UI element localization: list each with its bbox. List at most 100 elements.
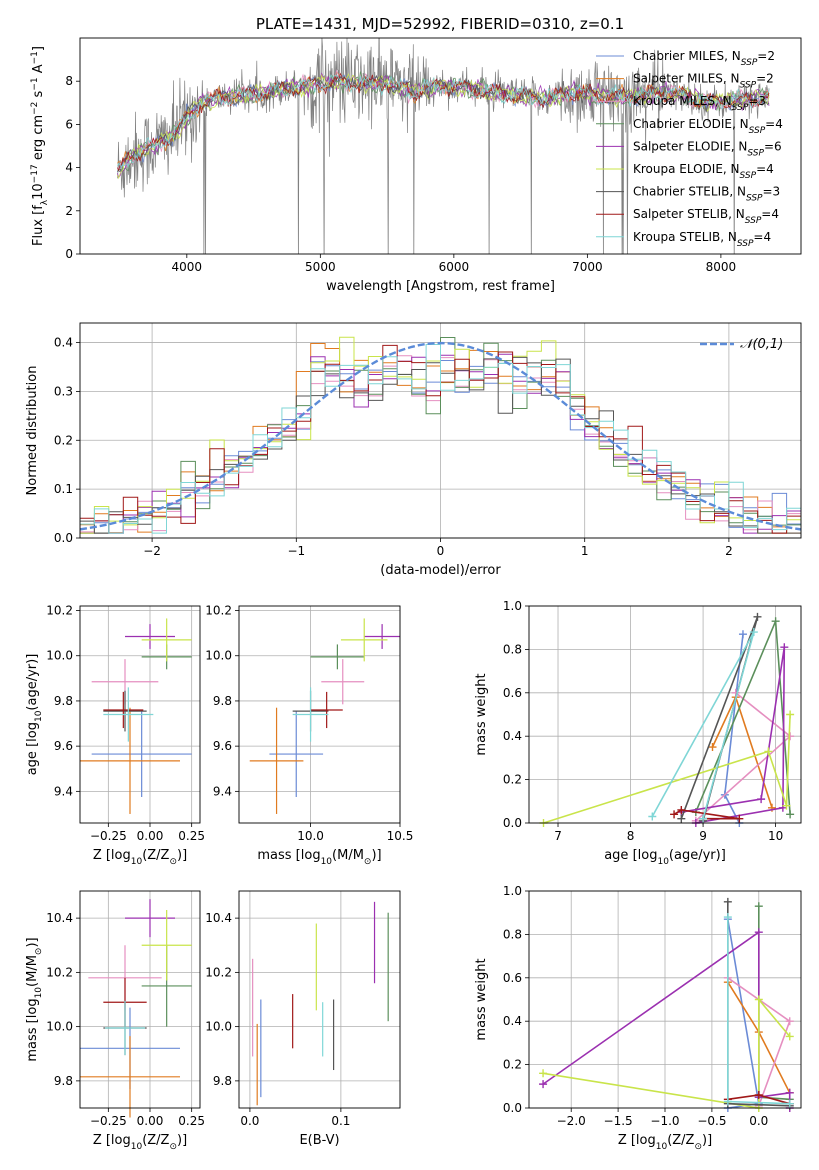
mass-weight-point-marker — [764, 747, 773, 756]
model-spectrum-line — [117, 74, 770, 173]
spectrum-panel: 4000 5000 6000 7000 8000 0 2 4 6 8 wavelength [Ang… — [30, 37, 802, 294]
x-axis-label: wavelength [Angstrom, rest frame] — [326, 279, 555, 294]
y-tick-label: 9.8 — [54, 694, 73, 708]
x-axis-label: age [log10(age/yr)] — [604, 848, 726, 867]
mass-weight-point-marker — [754, 902, 763, 911]
x-tick-label: −0.25 — [90, 829, 127, 843]
y-axis-label: mass weight — [474, 958, 489, 1040]
mass-weight-point-marker — [539, 1080, 548, 1089]
axes-frame — [79, 37, 802, 255]
x-tick-label: 6000 — [439, 260, 470, 274]
axes-frame — [528, 605, 802, 824]
x-tick-label: 0.1 — [331, 1114, 350, 1128]
axes-frame — [528, 890, 802, 1109]
model-spectrum-line — [117, 72, 770, 172]
y-tick-label: 0.2 — [503, 773, 522, 787]
y-tick-label: 9.8 — [213, 694, 232, 708]
mass-weight-point-marker — [785, 1088, 794, 1097]
y-tick-label: 0.3 — [54, 384, 73, 398]
y-tick-label: 0.4 — [54, 336, 73, 350]
y-tick-label: 10.2 — [205, 965, 232, 979]
mass-weight-point-marker — [780, 643, 789, 652]
x-axis-label: Z [log10(Z/Z⊙)] — [618, 1133, 712, 1152]
x-tick-label: −1.5 — [604, 1114, 633, 1128]
y-tick-label: 10.0 — [46, 649, 73, 663]
y-tick-label: 10.2 — [205, 604, 232, 618]
mass-weight-point-marker — [757, 795, 766, 804]
x-axis-label: (data-model)/error — [380, 563, 501, 578]
y-tick-label: 0.0 — [503, 1101, 522, 1115]
x-tick-label: 0.00 — [137, 1114, 164, 1128]
residual-histogram-series — [80, 356, 801, 534]
mass-vs-metallicity-panel: −0.25 0.00 0.25 9.8 10.0 10.2 10.4 Z [log10(Z/Z… — [25, 890, 205, 1152]
mass-weight-point-marker — [754, 995, 763, 1004]
y-tick-label: 10.2 — [46, 604, 73, 618]
axes-frame — [238, 605, 401, 824]
mass-weight-point-marker — [754, 1090, 763, 1099]
mass-weight-point-marker — [782, 801, 791, 810]
y-tick-label: 0.4 — [503, 729, 522, 743]
residual-histogram-series — [80, 344, 801, 534]
y-tick-label: 10.0 — [46, 1020, 73, 1034]
y-tick-label: 10.0 — [205, 649, 232, 663]
legend-label: 𝒩(0,1) — [740, 337, 783, 352]
axes-frame — [79, 890, 201, 1109]
mass-weight-point-marker — [648, 812, 657, 821]
y-tick-label: 8 — [65, 74, 73, 88]
y-tick-label: 1.0 — [503, 599, 522, 613]
y-axis-label: Flux [fλ10−17 erg cm−2 s−1 A−1] — [30, 46, 50, 246]
x-tick-label: −1.0 — [650, 1114, 679, 1128]
y-tick-label: 4 — [65, 161, 73, 175]
y-tick-label: 9.4 — [213, 784, 232, 798]
mass-weight-point-marker — [785, 1032, 794, 1041]
y-tick-label: 9.8 — [213, 1074, 232, 1088]
mass-weight-series-line — [542, 930, 791, 1108]
mass-weight-point-marker — [539, 1069, 548, 1078]
y-tick-label: 10.0 — [205, 1020, 232, 1034]
x-tick-label: −0.25 — [90, 1114, 127, 1128]
legend-label: Chabrier ELODIE, NSSP=4 — [633, 117, 783, 136]
histogram-plot-area — [80, 336, 801, 534]
x-tick-label: −2 — [143, 544, 161, 558]
x-tick-label: 5000 — [305, 260, 336, 274]
legend-label: Salpeter ELODIE, NSSP=6 — [633, 139, 782, 158]
mass-weight-point-marker — [749, 628, 758, 637]
mass-weight-vs-metallicity-panel: −2.0 −1.5 −1.0 −0.5 0.0 0.0 0.2 0.4 0.6 0.8 1.0 Z [… — [474, 884, 802, 1152]
y-tick-label: 10.2 — [46, 965, 73, 979]
y-tick-label: 9.8 — [54, 1074, 73, 1088]
legend-label: Kroupa STELIB, NSSP=4 — [633, 230, 771, 249]
mass-weight-series-line — [543, 714, 791, 824]
mass-weight-vs-age-panel: 7 8 9 10 0.0 0.2 0.4 0.6 0.8 1.0 age [log10(age/yr… — [474, 599, 802, 867]
model-spectrum-line — [117, 74, 770, 168]
mass-weight-point-marker — [708, 743, 717, 752]
x-tick-label: 1 — [581, 544, 589, 558]
x-tick-label: 0.25 — [178, 829, 205, 843]
x-tick-label: 0.0 — [240, 1114, 259, 1128]
mass-weight-point-marker — [677, 814, 686, 823]
x-tick-label: 0 — [437, 544, 445, 558]
legend-label: Salpeter STELIB, NSSP=4 — [633, 207, 779, 226]
mass-weight-point-marker — [723, 897, 732, 906]
y-axis-label: mass weight — [474, 673, 489, 755]
figure-title: PLATE=1431, MJD=52992, FIBERID=0310, z=0… — [256, 15, 624, 33]
legend-label: Chabrier STELIB, NSSP=3 — [633, 185, 780, 204]
y-tick-label: 0 — [65, 247, 73, 261]
y-tick-label: 10.4 — [205, 911, 232, 925]
x-tick-label: 0.25 — [178, 1114, 205, 1128]
mass-weight-series-line — [542, 997, 791, 1109]
y-tick-label: 0.6 — [503, 971, 522, 985]
mass-weight-point-marker — [723, 913, 732, 922]
mass-weight-point-marker — [753, 612, 762, 621]
y-tick-label: 0.6 — [503, 686, 522, 700]
x-tick-label: 9 — [699, 829, 707, 843]
age-vs-mass-panel: 10.0 10.5 9.4 9.6 9.8 10.0 10.2 mass [log10(M/M… — [205, 604, 413, 867]
y-tick-label: 2 — [65, 204, 73, 218]
mass-weight-point-marker — [786, 810, 795, 819]
mass-weight-point-marker — [771, 617, 780, 626]
y-tick-label: 0.2 — [54, 433, 73, 447]
mass-weight-point-marker — [699, 814, 708, 823]
y-tick-label: 9.6 — [213, 739, 232, 753]
y-tick-label: 0.2 — [503, 1058, 522, 1072]
x-tick-label: 7000 — [572, 260, 603, 274]
